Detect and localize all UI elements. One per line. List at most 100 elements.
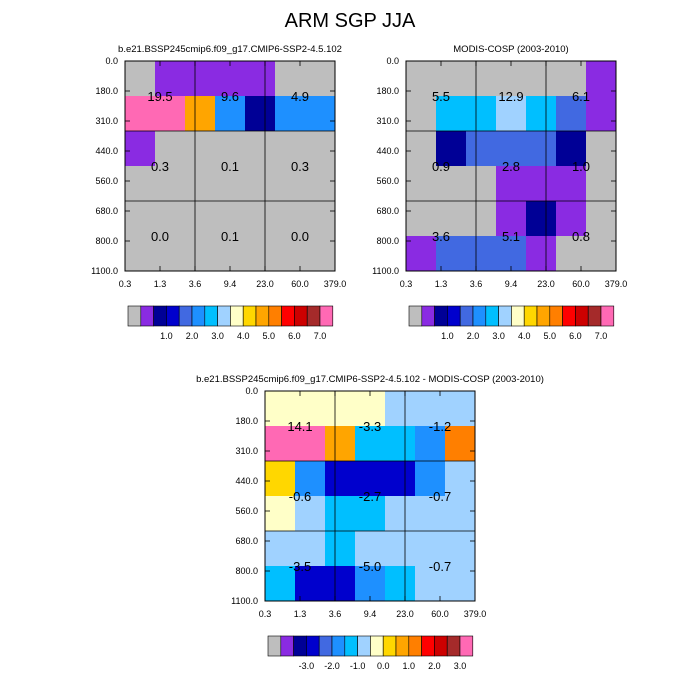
heatmap-cell xyxy=(586,131,617,167)
heatmap-cell xyxy=(466,96,497,132)
heatmap-cell xyxy=(415,566,446,602)
heatmap-cell xyxy=(556,96,587,132)
colorbar-swatch xyxy=(447,305,461,327)
heatmap-cell xyxy=(185,201,216,237)
heatmap-cell xyxy=(445,461,476,497)
heatmap-cell xyxy=(556,201,587,237)
colorbar-swatch xyxy=(498,305,512,327)
cell-value-label: -0.6 xyxy=(289,489,311,504)
heatmap-cell xyxy=(295,426,326,462)
heatmap-cell xyxy=(415,426,446,462)
cell-value-label: 5.1 xyxy=(502,229,520,244)
heatmap-cell xyxy=(125,166,156,202)
colorbar-swatch xyxy=(587,305,602,327)
cell-value-label: 5.5 xyxy=(432,89,450,104)
heatmap-cell xyxy=(125,61,156,97)
heatmap-cell xyxy=(355,391,386,427)
heatmap-cell xyxy=(275,236,306,272)
colorbar-swatch xyxy=(357,635,371,657)
y-tick-label: 1100.0 xyxy=(91,266,118,276)
x-tick-label: 3.6 xyxy=(470,279,483,289)
x-tick-label: 60.0 xyxy=(291,279,309,289)
heatmap-cell xyxy=(155,61,186,97)
subplot-title: b.e21.BSSP245cmip6.f09_g17.CMIP6-SSP2-4.… xyxy=(196,374,544,385)
subplot-title: MODIS-COSP (2003-2010) xyxy=(453,44,568,55)
heatmap-cell xyxy=(185,61,216,97)
colorbar-swatch xyxy=(178,305,193,327)
colorbar-swatch xyxy=(319,305,334,327)
colorbar-label: 0.0 xyxy=(377,661,390,671)
heatmap-cell xyxy=(185,236,216,272)
colorbar-swatch xyxy=(472,305,487,327)
heatmap-cell xyxy=(325,531,356,567)
heatmap-cell xyxy=(325,391,356,427)
colorbar-swatch xyxy=(140,305,154,327)
heatmap-cell xyxy=(305,201,336,237)
heatmap-cell xyxy=(125,201,156,237)
x-tick-label: 23.0 xyxy=(396,609,414,619)
colorbar-swatch xyxy=(267,635,282,657)
x-tick-label: 3.6 xyxy=(329,609,342,619)
cell-value-label: -2.7 xyxy=(359,489,381,504)
colorbar-swatch xyxy=(459,635,474,657)
heatmap-cell xyxy=(265,426,296,462)
colorbar-swatch xyxy=(459,305,474,327)
heatmap-cell xyxy=(385,531,416,567)
heatmap-cell xyxy=(245,131,276,167)
colorbar-swatch xyxy=(268,305,282,327)
figure-title: ARM SGP JJA xyxy=(284,10,416,32)
colorbar-swatch xyxy=(344,635,358,657)
colorbar-swatch xyxy=(536,305,551,327)
colorbar-swatch xyxy=(511,305,525,327)
y-tick-label: 1100.0 xyxy=(231,596,258,606)
heatmap-cell xyxy=(496,166,527,202)
cell-value-label: 6.1 xyxy=(572,89,590,104)
y-tick-label: 440.0 xyxy=(95,146,118,156)
heatmap-cell xyxy=(245,166,276,202)
y-tick-label: 310.0 xyxy=(95,116,118,126)
heatmap-cell xyxy=(325,461,356,497)
heatmap-cell xyxy=(325,426,356,462)
colorbar-swatch xyxy=(255,305,270,327)
x-tick-label: 379.0 xyxy=(464,609,487,619)
x-tick-label: 1.3 xyxy=(154,279,167,289)
colorbar-label: 1.0 xyxy=(160,331,173,341)
heatmap-cell xyxy=(526,166,557,202)
cell-value-label: -1.2 xyxy=(429,419,451,434)
heatmap-cell xyxy=(466,236,497,272)
x-tick-label: 23.0 xyxy=(537,279,555,289)
y-tick-label: 800.0 xyxy=(235,566,258,576)
y-tick-label: 180.0 xyxy=(95,86,118,96)
heatmap-cell xyxy=(125,96,156,132)
heatmap-cell xyxy=(245,61,276,97)
cell-value-label: 0.1 xyxy=(221,159,239,174)
heatmap-cell xyxy=(275,61,306,97)
cell-value-label: -3.5 xyxy=(289,559,311,574)
heatmap-cell xyxy=(305,96,336,132)
heatmap-cell xyxy=(406,201,437,237)
cell-value-label: 0.3 xyxy=(291,159,309,174)
cell-value-label: 0.0 xyxy=(291,229,309,244)
colorbar-swatch xyxy=(166,305,180,327)
heatmap-cell xyxy=(155,131,186,167)
y-tick-label: 680.0 xyxy=(235,536,258,546)
cell-value-label: 14.1 xyxy=(287,419,312,434)
heatmap-cell xyxy=(436,61,467,97)
colorbar-swatch xyxy=(204,305,218,327)
colorbar-swatch xyxy=(191,305,206,327)
heatmap-cell xyxy=(265,496,296,532)
heatmap-cell xyxy=(295,566,326,602)
heatmap-cell xyxy=(436,96,467,132)
colorbar-label: 2.0 xyxy=(467,331,480,341)
colorbar-swatch xyxy=(523,305,538,327)
y-tick-label: 310.0 xyxy=(235,446,258,456)
colorbar-swatch xyxy=(318,635,333,657)
colorbar-swatch xyxy=(562,305,576,327)
cell-value-label: -5.0 xyxy=(359,559,381,574)
heatmap-cell xyxy=(526,236,557,272)
heatmap-cell xyxy=(185,166,216,202)
heatmap-cell xyxy=(586,201,617,237)
heatmap-cell xyxy=(436,201,467,237)
heatmap-cell xyxy=(586,166,617,202)
x-tick-label: 9.4 xyxy=(364,609,377,619)
